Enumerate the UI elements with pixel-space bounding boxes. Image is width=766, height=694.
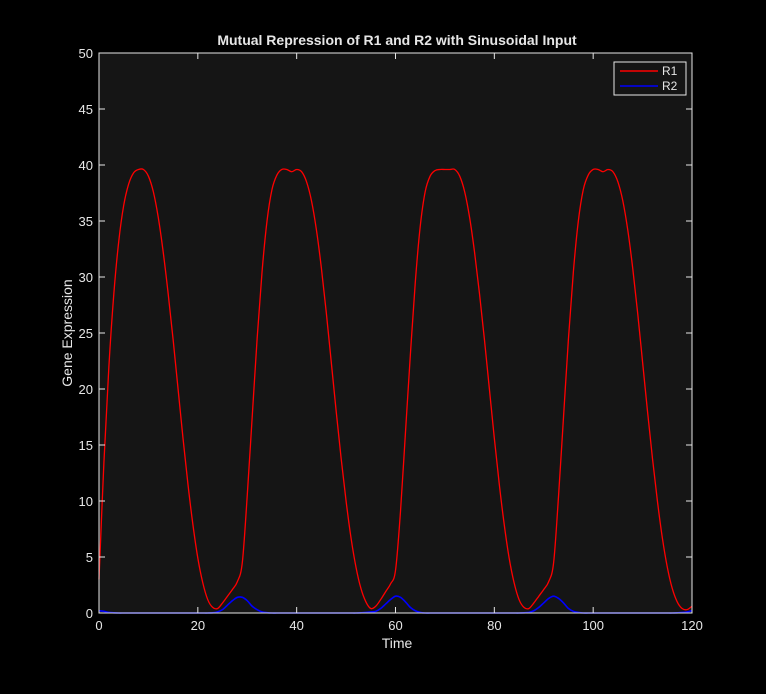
y-tick-label: 5 xyxy=(86,550,93,565)
y-axis-ticks: 0 5 10 15 20 25 30 35 40 45 50 xyxy=(79,46,692,621)
x-tick-label: 20 xyxy=(191,618,205,633)
y-tick-label: 25 xyxy=(79,326,93,341)
x-axis-label: Time xyxy=(382,635,413,651)
y-tick-label: 40 xyxy=(79,158,93,173)
legend-box xyxy=(613,61,687,96)
x-tick-label: 80 xyxy=(487,618,501,633)
y-tick-label: 30 xyxy=(79,270,93,285)
x-tick-label: 120 xyxy=(681,618,703,633)
y-tick-label: 50 xyxy=(79,46,93,61)
series-line-r1 xyxy=(98,168,693,611)
x-tick-label: 0 xyxy=(95,618,102,633)
axes-background xyxy=(99,53,692,613)
y-tick-label: 0 xyxy=(86,606,93,621)
y-tick-label: 20 xyxy=(79,382,93,397)
y-tick-label: 45 xyxy=(79,102,93,117)
x-tick-label: 40 xyxy=(289,618,303,633)
y-tick-label: 10 xyxy=(79,494,93,509)
y-tick-label: 15 xyxy=(79,438,93,453)
x-tick-label: 100 xyxy=(582,618,604,633)
y-axis-label: Gene Expression xyxy=(59,279,75,386)
legend-label-r2: R2 xyxy=(662,79,678,93)
x-tick-label: 60 xyxy=(388,618,402,633)
x-axis-ticks: 0 20 40 60 80 100 120 xyxy=(95,53,703,633)
legend: R1 R2 xyxy=(613,61,687,96)
chart-title: Mutual Repression of R1 and R2 with Sinu… xyxy=(217,32,577,48)
y-tick-label: 35 xyxy=(79,214,93,229)
legend-label-r1: R1 xyxy=(662,64,678,78)
